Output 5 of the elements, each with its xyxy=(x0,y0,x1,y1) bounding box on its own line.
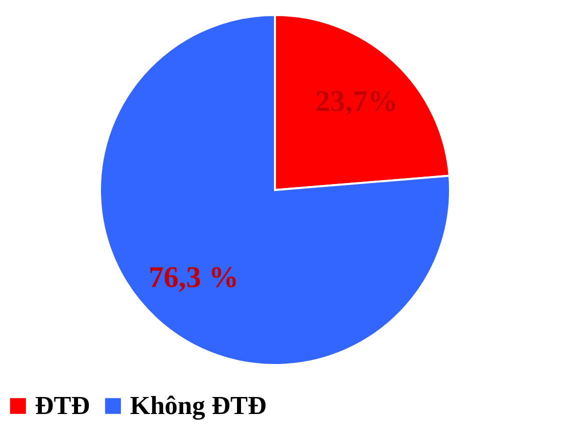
legend-label: Không ĐTĐ xyxy=(130,391,267,420)
pie-slice xyxy=(99,14,451,366)
data-label: 76,3 % xyxy=(148,261,239,294)
legend-label: ĐTĐ xyxy=(35,391,90,420)
data-label: 23,7% xyxy=(315,84,398,118)
